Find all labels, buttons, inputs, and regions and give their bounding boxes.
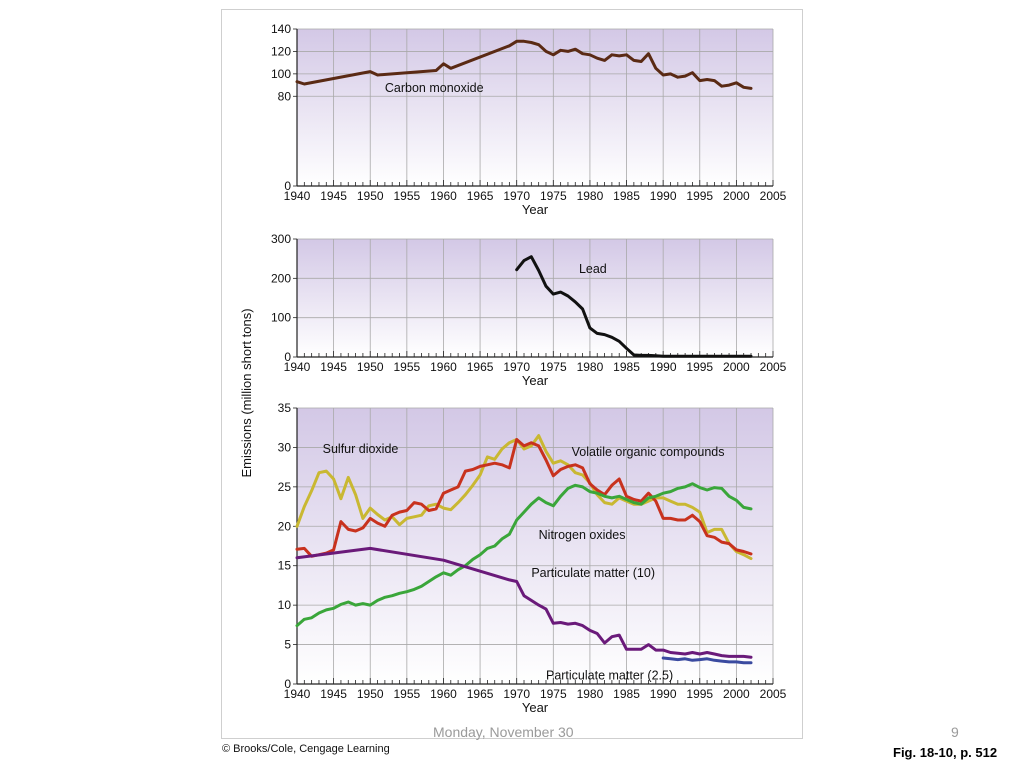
x-tick-label: 1970 <box>503 360 530 374</box>
x-tick-label: 1940 <box>284 189 311 203</box>
plot-background <box>297 239 773 357</box>
series-label: Lead <box>579 262 607 276</box>
plot-background <box>297 408 773 684</box>
series-label: Carbon monoxide <box>385 81 484 95</box>
y-tick-label: 30 <box>278 440 292 454</box>
x-tick-label: 1955 <box>393 687 420 701</box>
y-tick-label: 20 <box>278 519 292 533</box>
y-tick-label: 300 <box>271 232 291 246</box>
y-tick-label: 120 <box>271 44 291 58</box>
x-tick-label: 1995 <box>686 360 713 374</box>
x-tick-label: 1945 <box>320 360 347 374</box>
x-tick-label: 1955 <box>393 360 420 374</box>
x-tick-label: 1965 <box>467 189 494 203</box>
x-tick-label: 1970 <box>503 189 530 203</box>
x-tick-label: 1980 <box>577 360 604 374</box>
x-tick-label: 2000 <box>723 360 750 374</box>
x-axis-label: Year <box>522 202 549 217</box>
x-tick-label: 1990 <box>650 189 677 203</box>
series-line-particulate-matter-2-5- <box>661 656 753 665</box>
series-label: Volatile organic compounds <box>572 445 725 459</box>
x-tick-label: 1975 <box>540 189 567 203</box>
x-tick-label: 1985 <box>613 360 640 374</box>
x-tick-label: 1980 <box>577 189 604 203</box>
footer-date: Monday, November 30 <box>433 724 574 740</box>
x-tick-label: 1965 <box>467 687 494 701</box>
figure-panel: 0 80 100 120 140 1940 1945 1950 1955 1960 1965 1970… <box>221 9 803 739</box>
y-tick-label: 80 <box>278 89 292 103</box>
y-tick-label: 100 <box>271 67 291 81</box>
x-tick-label: 1990 <box>650 687 677 701</box>
x-tick-label: 1990 <box>650 360 677 374</box>
y-tick-label: 5 <box>284 638 291 652</box>
y-tick-label: 0 <box>284 179 291 193</box>
x-axis-label: Year <box>522 700 549 715</box>
series-line-sulfur-dioxide <box>295 434 753 561</box>
chart-panel-1: 0 80 100 120 140 1940 1945 1950 1955 1960 1965 1970… <box>271 22 787 217</box>
x-tick-label: 1975 <box>540 687 567 701</box>
x-tick-label: 1950 <box>357 687 384 701</box>
x-tick-label: 2005 <box>760 189 787 203</box>
x-tick-label: 1995 <box>686 189 713 203</box>
chart-panel-2: 0 100 200 300 1940 1945 1950 1955 1960 1965 1970 19… <box>271 232 787 388</box>
figure-reference: Fig. 18-10, p. 512 <box>893 745 998 760</box>
series-line-lead <box>515 255 753 358</box>
x-tick-label: 1995 <box>686 687 713 701</box>
y-tick-label: 140 <box>271 22 291 36</box>
x-tick-label: 1940 <box>284 360 311 374</box>
x-tick-label: 2005 <box>760 360 787 374</box>
y-tick-label: 0 <box>284 677 291 691</box>
credit-line: © Brooks/Cole, Cengage Learning <box>222 743 390 755</box>
series-label: Particulate matter (2.5) <box>546 668 673 682</box>
plot-background <box>297 29 773 186</box>
y-tick-label: 25 <box>278 480 292 494</box>
x-tick-label: 1960 <box>430 189 457 203</box>
y-tick-label: 200 <box>271 271 291 285</box>
x-tick-label: 1960 <box>430 687 457 701</box>
series-label: Nitrogen oxides <box>539 528 626 542</box>
x-tick-label: 1970 <box>503 687 530 701</box>
x-tick-label: 1960 <box>430 360 457 374</box>
y-tick-label: 10 <box>278 598 292 612</box>
y-tick-label: 100 <box>271 311 291 325</box>
series-line-nitrogen-oxides <box>295 482 753 628</box>
x-tick-label: 1945 <box>320 189 347 203</box>
y-tick-label: 35 <box>278 401 292 415</box>
x-tick-label: 1950 <box>357 360 384 374</box>
chart-panel-3: 0 5 10 15 20 25 30 35 1940 1945 1950 1955 1960 1965 19… <box>278 401 787 715</box>
x-tick-label: 1975 <box>540 360 567 374</box>
x-tick-label: 2000 <box>723 687 750 701</box>
x-tick-label: 1965 <box>467 360 494 374</box>
y-tick-label: 0 <box>284 350 291 364</box>
series-label: Particulate matter (10) <box>531 566 655 580</box>
series-line-carbon-monoxide <box>295 39 753 90</box>
x-tick-label: 1985 <box>613 687 640 701</box>
x-tick-label: 1955 <box>393 189 420 203</box>
page-number: 9 <box>951 724 959 740</box>
series-line-volatile-organic-compounds <box>295 438 753 558</box>
y-tick-label: 15 <box>278 559 292 573</box>
x-tick-label: 1950 <box>357 189 384 203</box>
series-label: Sulfur dioxide <box>323 442 399 456</box>
y-axis-label: Emissions (million short tons) <box>239 308 254 477</box>
x-tick-label: 1980 <box>577 687 604 701</box>
x-axis-label: Year <box>522 373 549 388</box>
x-tick-label: 1945 <box>320 687 347 701</box>
series-line-particulate-matter-10- <box>295 546 753 659</box>
x-tick-label: 1940 <box>284 687 311 701</box>
x-tick-label: 2005 <box>760 687 787 701</box>
x-tick-label: 2000 <box>723 189 750 203</box>
x-tick-label: 1985 <box>613 189 640 203</box>
